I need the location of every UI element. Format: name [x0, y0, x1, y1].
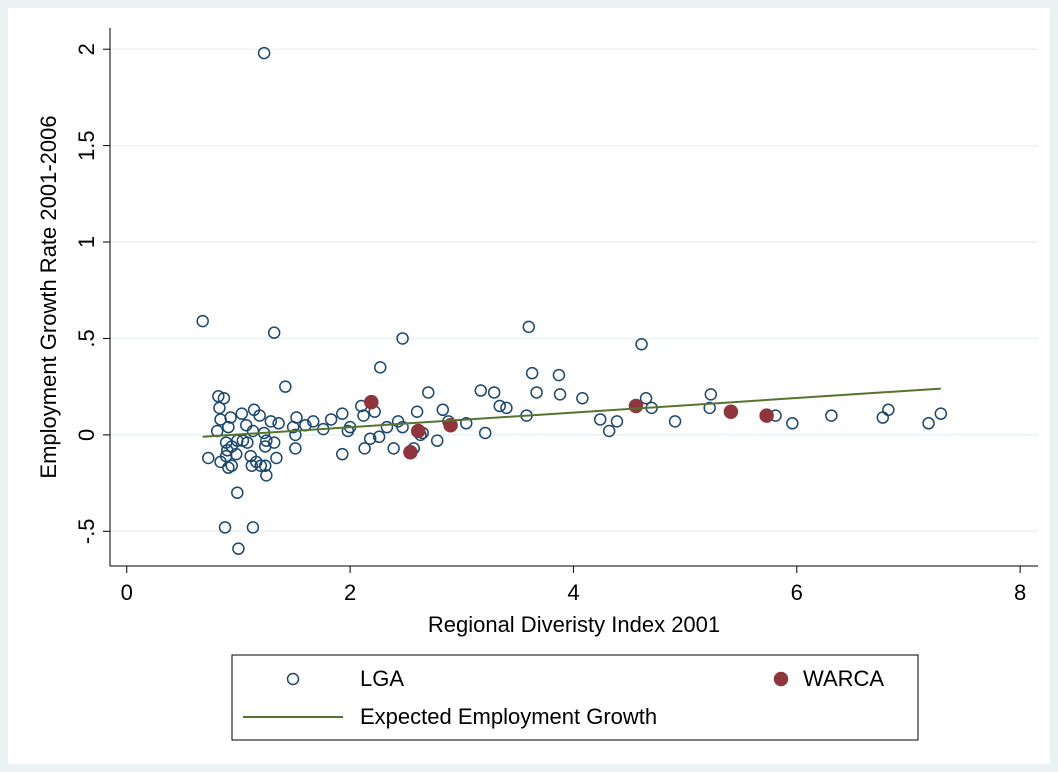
point	[474, 384, 488, 397]
point	[373, 361, 387, 374]
point	[478, 426, 492, 440]
point	[232, 542, 245, 555]
point	[552, 368, 566, 382]
x-tick-label: 6	[791, 580, 803, 605]
point	[267, 326, 281, 339]
point	[593, 413, 607, 426]
point	[410, 405, 424, 418]
legend-symbol	[286, 672, 300, 686]
point	[525, 366, 539, 380]
point	[289, 428, 302, 442]
point	[934, 407, 948, 420]
y-tick-label: .5	[74, 329, 99, 347]
point	[357, 409, 370, 422]
point	[602, 424, 616, 438]
point	[258, 440, 272, 453]
point	[436, 403, 450, 417]
point	[825, 409, 838, 422]
point	[759, 408, 774, 423]
point	[250, 455, 263, 469]
point	[723, 404, 739, 419]
point	[364, 394, 379, 410]
point	[257, 46, 271, 60]
point	[229, 447, 243, 461]
point	[196, 314, 209, 328]
point	[306, 415, 320, 428]
legend-symbol	[773, 671, 789, 687]
point	[610, 415, 624, 428]
point	[704, 388, 718, 401]
point	[202, 451, 215, 465]
point	[403, 444, 418, 460]
point	[264, 415, 278, 428]
legend-label: WARCA	[803, 666, 884, 691]
fit-line	[202, 387, 941, 438]
point	[410, 423, 426, 439]
point	[639, 391, 653, 405]
point	[487, 386, 501, 399]
point	[253, 409, 266, 422]
x-tick-label: 8	[1014, 580, 1026, 605]
point	[493, 399, 506, 413]
y-tick-label: 1.5	[74, 130, 99, 161]
y-tick-label: -.5	[74, 518, 99, 544]
legend-label: Expected Employment Growth	[360, 704, 657, 729]
point	[922, 417, 935, 430]
legend-box	[231, 654, 919, 741]
point	[286, 420, 300, 434]
point	[279, 380, 292, 393]
point	[703, 401, 716, 415]
point	[628, 398, 644, 414]
point	[246, 521, 260, 534]
point	[396, 332, 409, 345]
point	[443, 417, 458, 433]
point	[260, 469, 273, 482]
point	[668, 415, 682, 428]
point	[245, 459, 259, 472]
point	[270, 451, 283, 465]
point	[387, 442, 400, 455]
point	[396, 420, 409, 434]
point	[336, 407, 349, 420]
point	[380, 420, 394, 434]
point	[422, 386, 435, 399]
x-tick-label: 2	[344, 580, 356, 605]
point	[222, 420, 235, 434]
point	[363, 432, 377, 445]
graph-region	[8, 8, 1050, 764]
y-tick-label: 2	[74, 43, 99, 55]
point	[324, 413, 338, 426]
point	[254, 459, 268, 472]
point	[576, 391, 589, 405]
point	[222, 461, 235, 474]
point	[372, 430, 386, 444]
point	[214, 413, 227, 426]
point	[289, 442, 302, 455]
y-tick-label: 1	[74, 236, 99, 248]
point	[358, 442, 371, 455]
point	[336, 447, 349, 461]
x-axis-title: Regional Diveristy Index 2001	[428, 612, 720, 637]
y-axis-title: Employment Growth Rate 2001-2006	[36, 115, 61, 478]
point	[260, 434, 273, 447]
y-tick-label: 0	[74, 429, 99, 441]
point	[235, 407, 249, 420]
point	[500, 401, 513, 415]
point	[882, 403, 895, 417]
point	[430, 434, 444, 447]
point	[522, 320, 536, 334]
point	[272, 417, 285, 430]
point	[530, 386, 543, 399]
point	[553, 388, 567, 401]
x-tick-label: 4	[567, 580, 579, 605]
x-tick-label: 0	[121, 580, 133, 605]
point	[231, 486, 244, 499]
point	[218, 521, 232, 534]
legend-label: LGA	[360, 666, 404, 691]
point	[459, 417, 473, 430]
point	[635, 337, 648, 351]
point	[786, 417, 799, 430]
